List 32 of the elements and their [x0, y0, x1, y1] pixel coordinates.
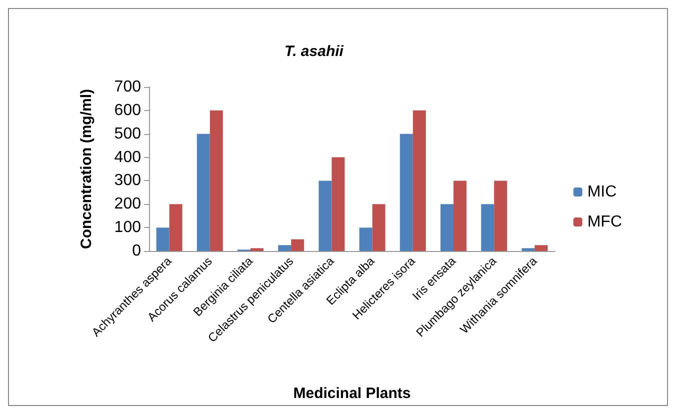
- x-axis-title: Medicinal Plants: [293, 385, 411, 402]
- bar: [400, 134, 413, 251]
- bar: [291, 239, 304, 251]
- legend-label: MIC: [587, 184, 617, 200]
- bar: [318, 180, 332, 251]
- bar: [534, 245, 548, 251]
- bar: [412, 110, 426, 251]
- bar: [250, 248, 264, 251]
- y-tick-label: 700: [114, 78, 142, 96]
- bar: [332, 157, 345, 251]
- y-tick-label: 400: [114, 148, 142, 166]
- bar: [169, 204, 182, 251]
- bar: [440, 204, 454, 251]
- legend-label: MFC: [587, 214, 622, 230]
- bar: [372, 204, 386, 251]
- y-tick-label: 0: [132, 242, 142, 260]
- y-tick-label: 300: [114, 172, 142, 190]
- y-tick-label: 100: [114, 219, 142, 236]
- y-tick-label: 500: [114, 125, 142, 142]
- bar: [196, 134, 210, 251]
- y-axis-title: Concentration (mg/ml): [78, 89, 95, 249]
- y-tick-label: 200: [114, 196, 142, 213]
- chart-title: T. asahii: [284, 43, 344, 60]
- bar: [359, 228, 372, 251]
- bar: [278, 245, 292, 251]
- bar: [481, 204, 494, 251]
- bar: [156, 228, 170, 251]
- bar: [522, 248, 535, 251]
- bar: [494, 180, 508, 251]
- bar: [454, 180, 466, 251]
- y-tick-label: 600: [114, 102, 142, 119]
- bar: [210, 110, 223, 251]
